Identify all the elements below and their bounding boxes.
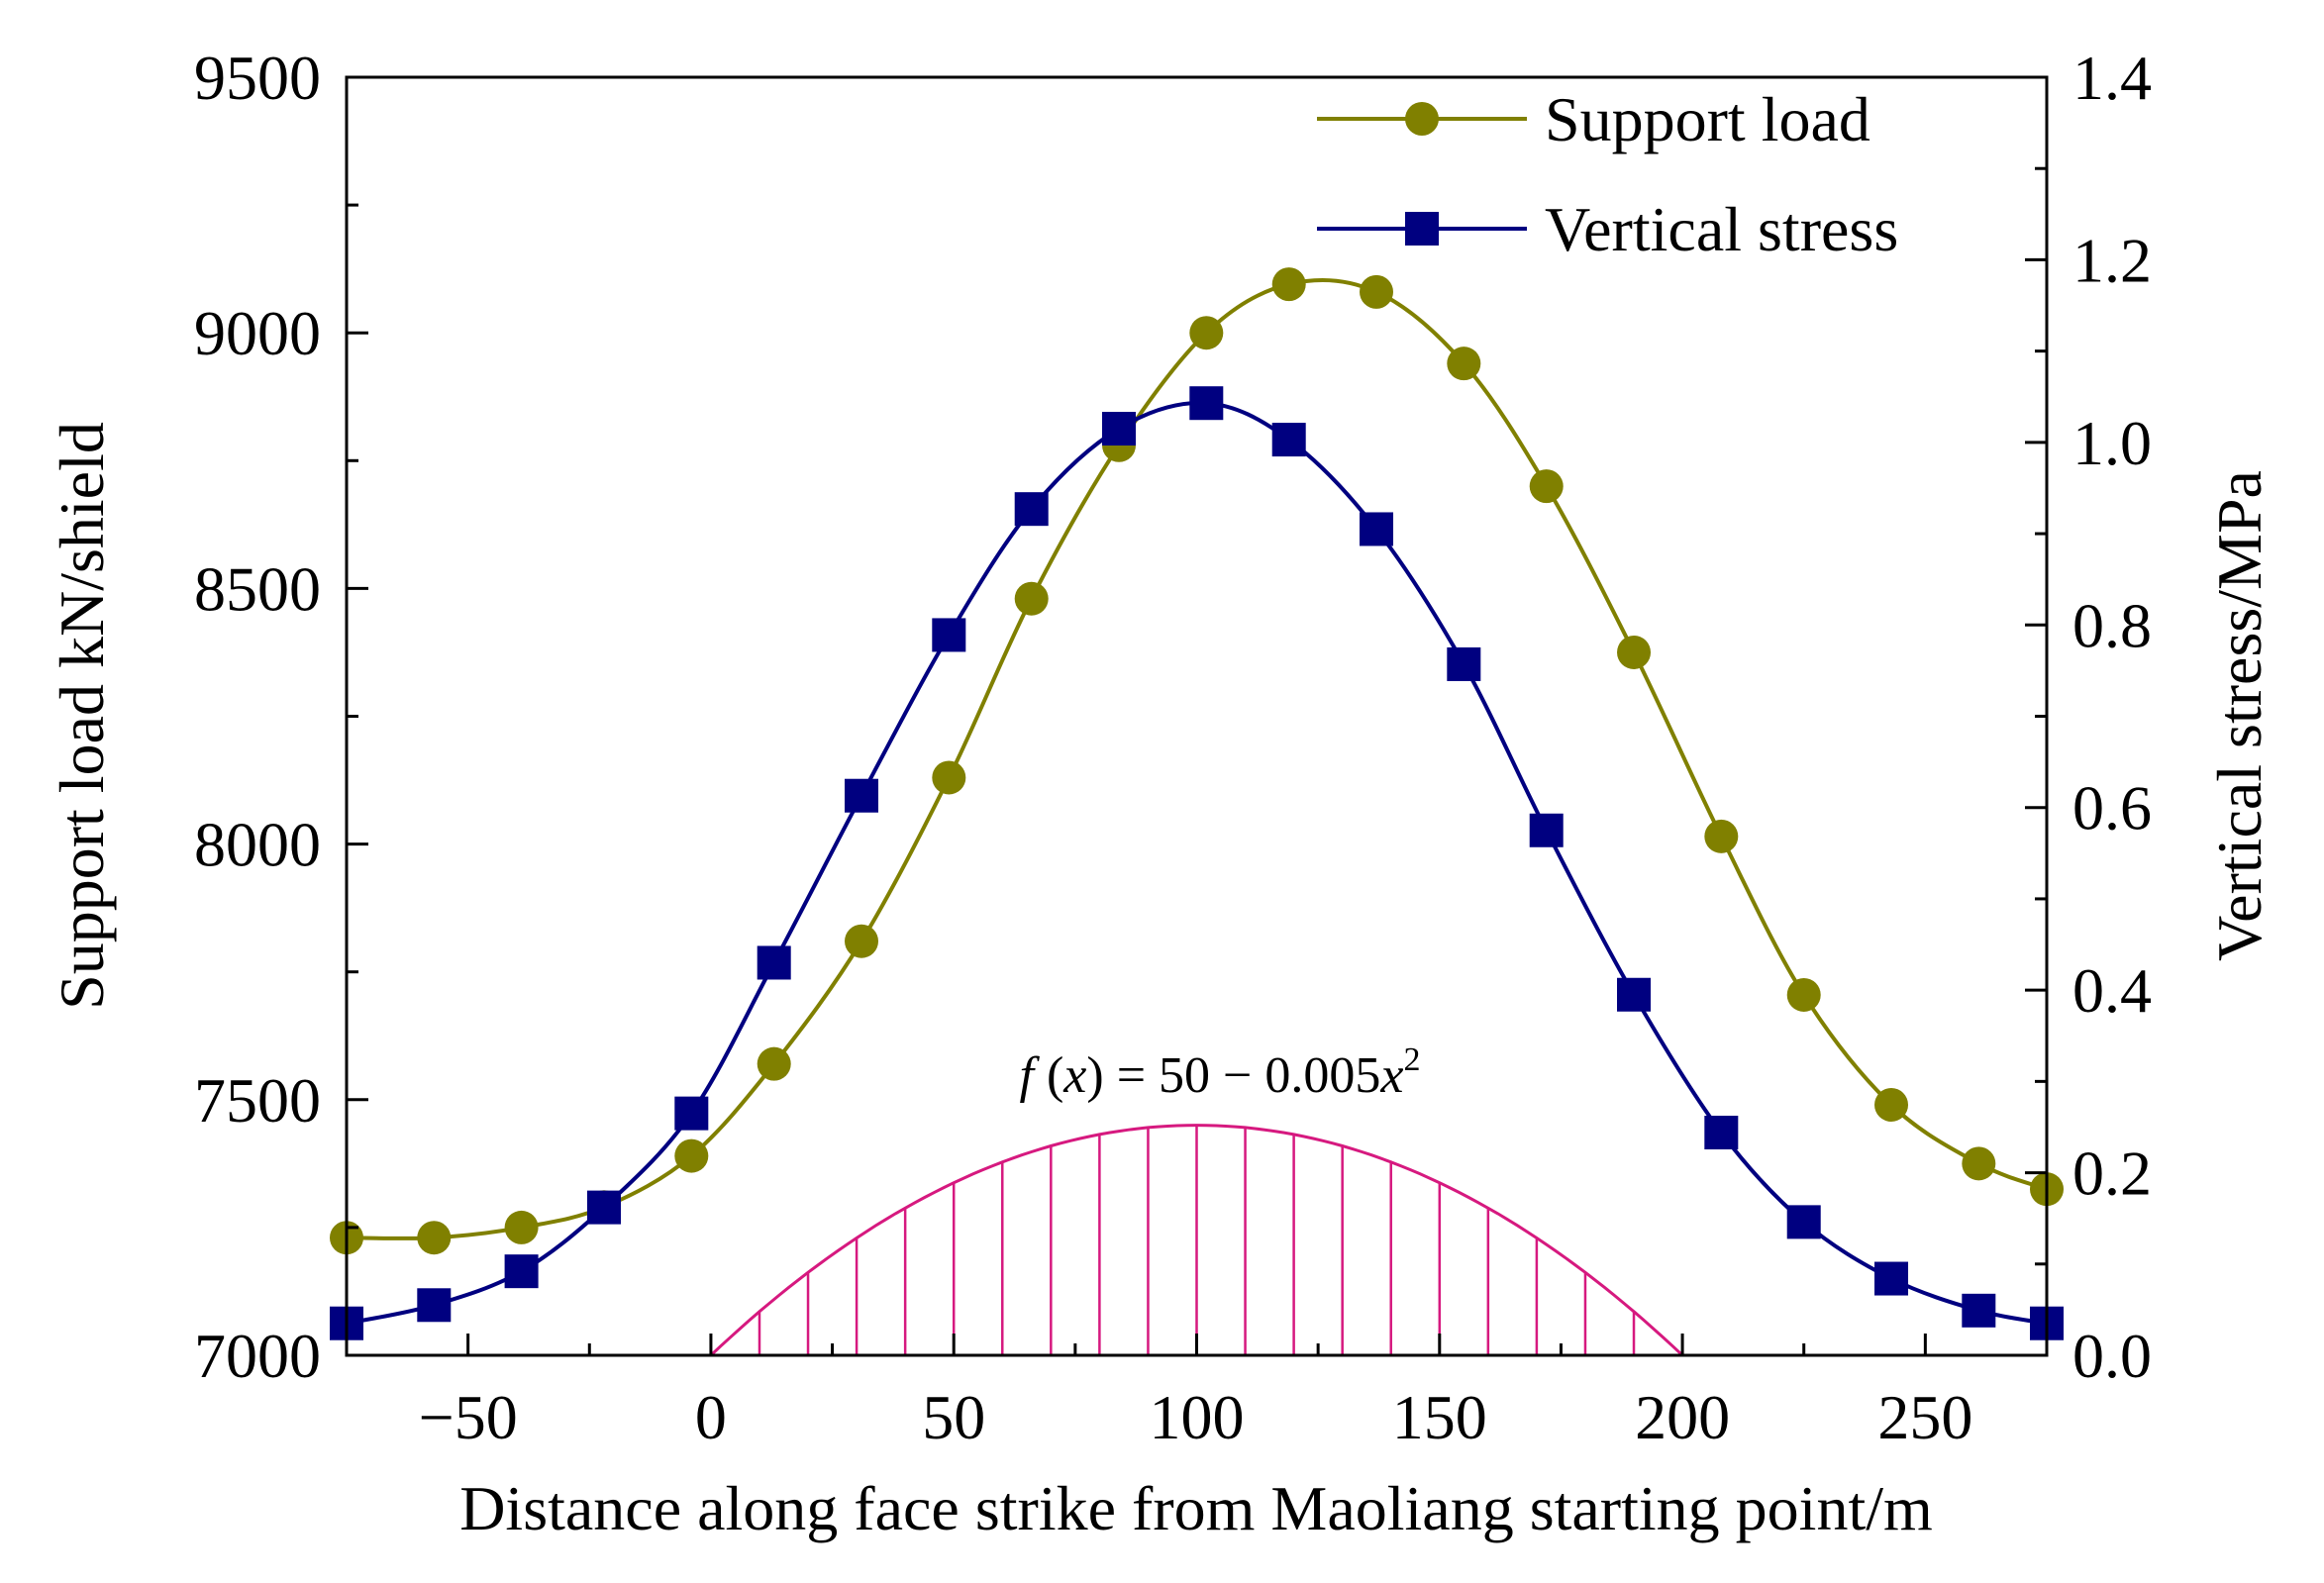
- data-point-vertical-stress: [1617, 977, 1652, 1012]
- series-layer: [330, 267, 2064, 1340]
- y-right-tick-label: 1.2: [2072, 225, 2152, 295]
- data-point-support-load: [1360, 274, 1394, 309]
- parabola-curve: [709, 1124, 1684, 1357]
- data-point-vertical-stress: [674, 1096, 709, 1131]
- y-right-tick-label: 0.4: [2072, 955, 2152, 1026]
- data-point-vertical-stress: [1786, 1205, 1821, 1239]
- data-point-support-load: [504, 1210, 539, 1244]
- data-point-vertical-stress: [1189, 386, 1224, 421]
- data-point-vertical-stress: [1360, 512, 1394, 546]
- data-point-vertical-stress: [1447, 646, 1481, 681]
- data-point-support-load: [1874, 1087, 1909, 1122]
- data-point-support-load: [845, 924, 879, 958]
- data-point-vertical-stress: [1102, 412, 1137, 446]
- y-left-tick-label: 8500: [194, 553, 321, 624]
- data-point-vertical-stress: [1874, 1261, 1909, 1296]
- y-left-tick-label: 7000: [194, 1321, 321, 1391]
- data-point-vertical-stress: [504, 1254, 539, 1289]
- data-point-vertical-stress: [845, 778, 879, 813]
- legend: Support load Vertical stress: [1317, 84, 1898, 264]
- data-point-support-load: [417, 1221, 452, 1255]
- legend-item-support-load: Support load: [1317, 84, 1870, 154]
- data-point-support-load: [932, 760, 966, 795]
- formula-annotation: f (x) = 50 − 0.005x2: [1020, 1041, 1421, 1104]
- data-point-vertical-stress: [757, 945, 791, 980]
- data-point-support-load: [1189, 316, 1224, 350]
- y-right-tick-label: 0.0: [2072, 1321, 2152, 1391]
- data-point-vertical-stress: [1529, 813, 1564, 847]
- x-tick-label: 50: [922, 1382, 985, 1452]
- data-point-support-load: [1447, 346, 1481, 381]
- y-left-tick-label: 7500: [194, 1065, 321, 1136]
- data-point-support-load: [1617, 635, 1652, 669]
- x-tick-label: 100: [1150, 1382, 1245, 1452]
- legend-marker-support-load: [1405, 102, 1439, 136]
- data-point-support-load: [757, 1046, 791, 1081]
- data-point-vertical-stress: [1704, 1115, 1739, 1149]
- legend-marker-vertical-stress: [1405, 212, 1439, 246]
- data-point-vertical-stress: [1962, 1293, 1996, 1328]
- x-tick-label: −50: [419, 1382, 518, 1452]
- y-right-tick-label: 0.8: [2072, 590, 2152, 660]
- data-point-vertical-stress: [587, 1190, 622, 1225]
- legend-label-support-load: Support load: [1545, 84, 1870, 154]
- y-left-tick-label: 8000: [194, 810, 321, 880]
- data-point-support-load: [1529, 469, 1564, 504]
- y-right-tick-label: 0.2: [2072, 1138, 2152, 1209]
- hatched-parabola-region: [709, 1124, 1684, 1357]
- data-point-vertical-stress: [932, 618, 966, 652]
- data-point-vertical-stress: [1014, 492, 1049, 527]
- y-left-axis-title: Support load kN/shield: [47, 422, 117, 1010]
- data-point-vertical-stress: [417, 1288, 452, 1323]
- y-right-tick-label: 1.0: [2072, 408, 2152, 478]
- y-right-tick-label: 0.6: [2072, 773, 2152, 843]
- legend-label-vertical-stress: Vertical stress: [1545, 194, 1898, 264]
- data-point-support-load: [674, 1138, 709, 1173]
- y-right-tick-label: 1.4: [2072, 43, 2152, 113]
- x-axis-title: Distance along face strike from Maoliang…: [459, 1473, 1933, 1543]
- x-tick-label: 200: [1635, 1382, 1730, 1452]
- y-left-tick-label: 9000: [194, 298, 321, 368]
- x-tick-label: 0: [695, 1382, 727, 1452]
- ticks: −50 0 50 100 150 200 250 7000 7500 8000 8500 9000 95…: [194, 43, 2152, 1452]
- x-tick-label: 250: [1877, 1382, 1972, 1452]
- y-right-axis-title: Vertical stress/MPa: [2204, 470, 2274, 961]
- data-point-support-load: [1786, 977, 1821, 1012]
- x-tick-label: 150: [1392, 1382, 1487, 1452]
- data-point-vertical-stress: [1271, 423, 1306, 457]
- legend-item-vertical-stress: Vertical stress: [1317, 194, 1898, 264]
- data-point-support-load: [1962, 1146, 1996, 1181]
- data-point-support-load: [1704, 819, 1739, 853]
- data-point-support-load: [1271, 267, 1306, 302]
- y-left-tick-label: 9500: [194, 43, 321, 113]
- data-point-support-load: [1014, 581, 1049, 616]
